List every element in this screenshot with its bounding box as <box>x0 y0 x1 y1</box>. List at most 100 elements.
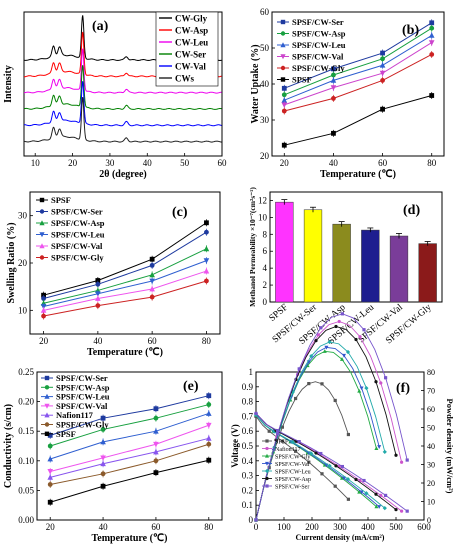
voltage-point <box>309 451 314 456</box>
voltage-point <box>379 493 383 498</box>
plot-frame <box>269 191 443 303</box>
data-point <box>100 455 106 461</box>
voltage-point <box>377 505 382 509</box>
legend-marker <box>265 453 269 458</box>
bar <box>303 209 323 303</box>
data-point <box>204 278 209 284</box>
power-point <box>354 337 358 342</box>
y-tick-label: 20 <box>18 258 28 268</box>
power-point <box>294 396 298 401</box>
x-axis-label: Temperature (℃) <box>87 347 163 358</box>
y-tick-label: 2 <box>263 280 268 290</box>
legend-label: SPSF/CW-Asp <box>292 29 346 39</box>
legend-label: SPSF/CW-Gly <box>56 420 109 430</box>
x-axis-label: Temperature (℃) <box>92 533 168 544</box>
voltage-point <box>290 440 295 445</box>
legend-label: SPSF/CW-Ser <box>51 207 103 217</box>
legend-marker <box>39 197 45 203</box>
legend-label: SPSF/CW-Leu <box>292 40 346 50</box>
y2-tick-label: 80 <box>427 368 435 377</box>
data-point <box>41 296 46 301</box>
legend: SPSF/CW-SerSPSF/CW-AspSPSF/CW-LeuSPSF/CW… <box>277 17 346 85</box>
y-tick-label: 12 <box>258 195 267 205</box>
series-line <box>24 81 222 127</box>
y2-axis-label: Powder density (mW/cm²) <box>445 399 453 494</box>
y-tick-label: 0.9 <box>242 382 254 392</box>
y-tick-label: 0.8 <box>242 397 254 407</box>
x-tick-label: 40 <box>329 158 339 168</box>
power-point <box>327 339 332 345</box>
voltage-curve <box>255 413 397 510</box>
data-point <box>100 427 106 432</box>
x-tick-label: 20 <box>68 158 78 168</box>
data-point <box>95 278 101 283</box>
series-line <box>284 27 432 96</box>
data-point <box>149 278 155 284</box>
legend-marker <box>265 439 269 443</box>
legend-marker <box>280 65 286 71</box>
legend-marker <box>44 422 50 427</box>
y-axis-label: Conductivity (s/cm) <box>3 404 14 488</box>
y2-tick-label: 0 <box>427 516 431 525</box>
legend-label: SPSF/CW-Asp <box>56 382 110 392</box>
data-point <box>149 286 155 292</box>
power-curve <box>255 346 380 521</box>
series-line <box>284 54 432 112</box>
data-point <box>281 92 287 98</box>
legend-marker <box>280 54 286 60</box>
y-tick-label: 0.7 <box>242 411 254 421</box>
power-point <box>316 333 320 337</box>
data-point <box>205 410 212 416</box>
voltage-point <box>382 506 387 511</box>
data-point <box>149 256 155 262</box>
y-tick-label: 0.05 <box>18 485 34 495</box>
y-tick-label: 10 <box>18 305 28 315</box>
series-line <box>284 34 432 101</box>
voltage-point <box>267 429 271 433</box>
legend-marker <box>280 42 286 48</box>
legend-marker <box>39 209 45 214</box>
data-point <box>428 40 435 46</box>
x-tick-label: 500 <box>389 522 403 532</box>
y-tick-label: 30 <box>260 115 270 125</box>
y-axis-label: Methanol Permeability ×10⁻⁷(cm²s⁻¹) <box>248 187 257 307</box>
legend: SPSF/CW-SerSPSF/CW-AspSPSF/CW-LeuSPSF/CW… <box>41 373 110 439</box>
legend-label: SPSF/CW-Ser <box>292 17 344 27</box>
panel-label: (a) <box>92 19 109 34</box>
y-tick-label: 0 <box>263 297 268 307</box>
series-line <box>43 231 207 299</box>
legend-label: SPSF/CW-Val <box>56 401 108 411</box>
voltage-curve <box>255 416 349 500</box>
legend-label: SPSF/CW-Val <box>51 241 103 251</box>
legend-label: SPSF/CW-Leu <box>56 392 110 402</box>
legend-marker <box>265 461 269 466</box>
voltage-curve <box>255 413 408 512</box>
panel-label: (b) <box>402 23 419 38</box>
series-line <box>50 437 209 478</box>
power-point <box>382 449 387 455</box>
data-point <box>330 77 337 83</box>
bar <box>418 243 437 303</box>
y-tick-label: 0.4 <box>242 456 254 466</box>
series-line <box>43 270 207 311</box>
voltage-point <box>319 451 323 456</box>
data-point <box>153 448 159 455</box>
bar <box>361 229 380 303</box>
voltage-point <box>327 463 332 468</box>
voltage-point <box>394 508 398 512</box>
data-point <box>331 130 336 136</box>
x-tick-label: 80 <box>204 522 214 532</box>
series-line <box>50 395 209 436</box>
data-point <box>47 443 53 449</box>
legend-marker <box>39 220 45 226</box>
data-point <box>95 291 101 297</box>
legend-label: CW-Asp <box>175 26 208 36</box>
panel-label: (d) <box>403 203 420 218</box>
power-point <box>340 312 344 316</box>
legend-marker <box>265 446 269 451</box>
voltage-point <box>340 475 344 480</box>
legend-marker <box>44 375 50 381</box>
data-point <box>206 457 212 463</box>
